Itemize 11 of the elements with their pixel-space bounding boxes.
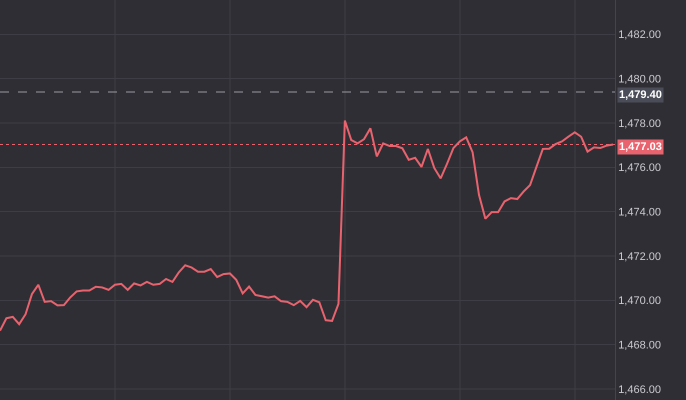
y-tick-label: 1,478.00 <box>618 118 662 130</box>
y-tick-label: 1,482.00 <box>618 29 662 42</box>
y-tick-label: 1,476.00 <box>618 162 662 174</box>
ref-line-label: 1,479.40 <box>619 89 662 101</box>
y-tick-label: 1,466.00 <box>618 384 662 396</box>
y-tick-label: 1,470.00 <box>618 295 662 308</box>
y-tick-label: 1,474.00 <box>618 206 662 218</box>
ref-line-label: 1,477.03 <box>619 141 662 153</box>
y-tick-label: 1,468.00 <box>618 339 662 352</box>
y-tick-label: 1,472.00 <box>618 250 662 263</box>
y-tick-label: 1,480.00 <box>618 74 662 86</box>
